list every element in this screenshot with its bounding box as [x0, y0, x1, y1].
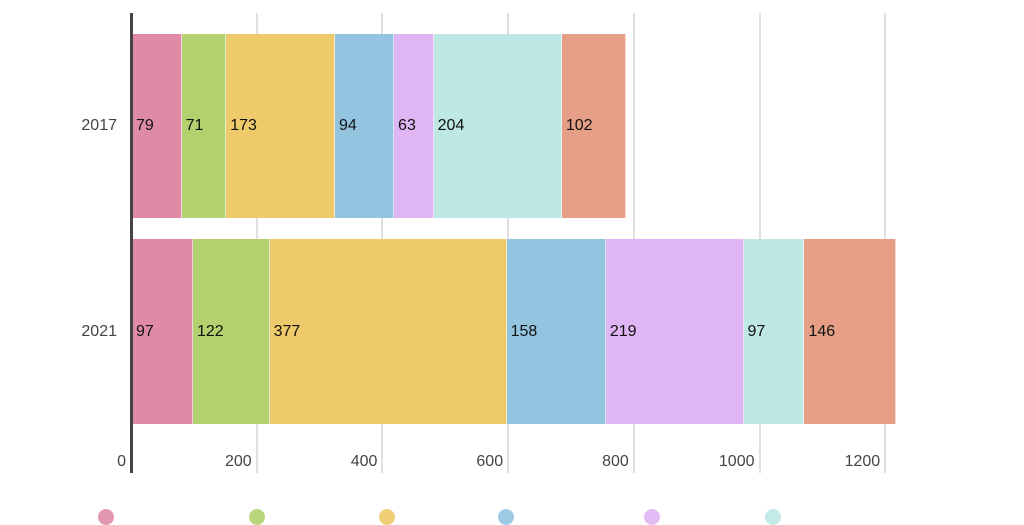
bar-2021: 97 122 377 158 219 97 146 — [132, 239, 897, 424]
bar-segment[interactable]: 97 — [743, 239, 805, 424]
data-label: 102 — [565, 117, 593, 134]
bar-segment[interactable]: 97 — [132, 239, 193, 424]
bar-segment[interactable]: 173 — [226, 34, 335, 218]
bar-2017: 79 71 173 94 63 204 102 — [132, 34, 626, 218]
bar-segment[interactable]: 377 — [269, 239, 507, 424]
legend-dot-icon[interactable] — [98, 509, 114, 525]
data-label: 377 — [273, 322, 301, 340]
x-tick-label: 1200 — [844, 453, 881, 470]
data-label: 71 — [185, 117, 204, 134]
y-axis-line — [130, 13, 133, 473]
data-label: 204 — [437, 117, 465, 134]
bar-segment[interactable]: 219 — [605, 239, 744, 424]
bar-segment[interactable]: 122 — [192, 239, 270, 424]
x-tick-label: 200 — [224, 453, 252, 470]
legend-dot-icon[interactable] — [498, 509, 514, 525]
bar-segment[interactable]: 79 — [132, 34, 182, 218]
bar-segment[interactable]: 146 — [804, 239, 897, 424]
data-label: 173 — [230, 117, 257, 134]
bar-segment[interactable]: 63 — [394, 34, 434, 218]
legend-dot-icon[interactable] — [249, 509, 265, 525]
x-tick-label: 800 — [602, 453, 629, 470]
data-label: 94 — [338, 117, 357, 134]
data-label: 158 — [510, 322, 538, 340]
x-tick-label: 600 — [476, 453, 504, 470]
bar-segment[interactable]: 71 — [181, 34, 227, 218]
data-label: 97 — [747, 322, 766, 340]
y-category-label: 2021 — [81, 322, 117, 340]
x-tick-label: 0 — [117, 453, 126, 470]
legend-dot-icon[interactable] — [379, 509, 395, 525]
bar-segment[interactable]: 102 — [561, 34, 626, 218]
data-label: 97 — [136, 322, 154, 340]
stacked-bar-chart: 79 71 173 94 63 204 102 97 122 377 158 219 97 146 201… — [81, 13, 897, 525]
data-label: 146 — [808, 322, 836, 340]
bar-segment[interactable]: 158 — [506, 239, 606, 424]
data-label: 63 — [398, 117, 416, 134]
data-label: 219 — [609, 322, 637, 340]
legend-dot-icon[interactable] — [644, 509, 660, 525]
legend-dot-icon[interactable] — [765, 509, 781, 525]
x-tick-label: 1000 — [718, 453, 755, 470]
y-category-label: 2017 — [81, 117, 117, 134]
data-label: 122 — [196, 322, 224, 340]
data-label: 79 — [136, 117, 154, 134]
x-tick-label: 400 — [350, 453, 378, 470]
bar-segment[interactable]: 94 — [334, 34, 395, 218]
bar-segment[interactable]: 204 — [433, 34, 562, 218]
